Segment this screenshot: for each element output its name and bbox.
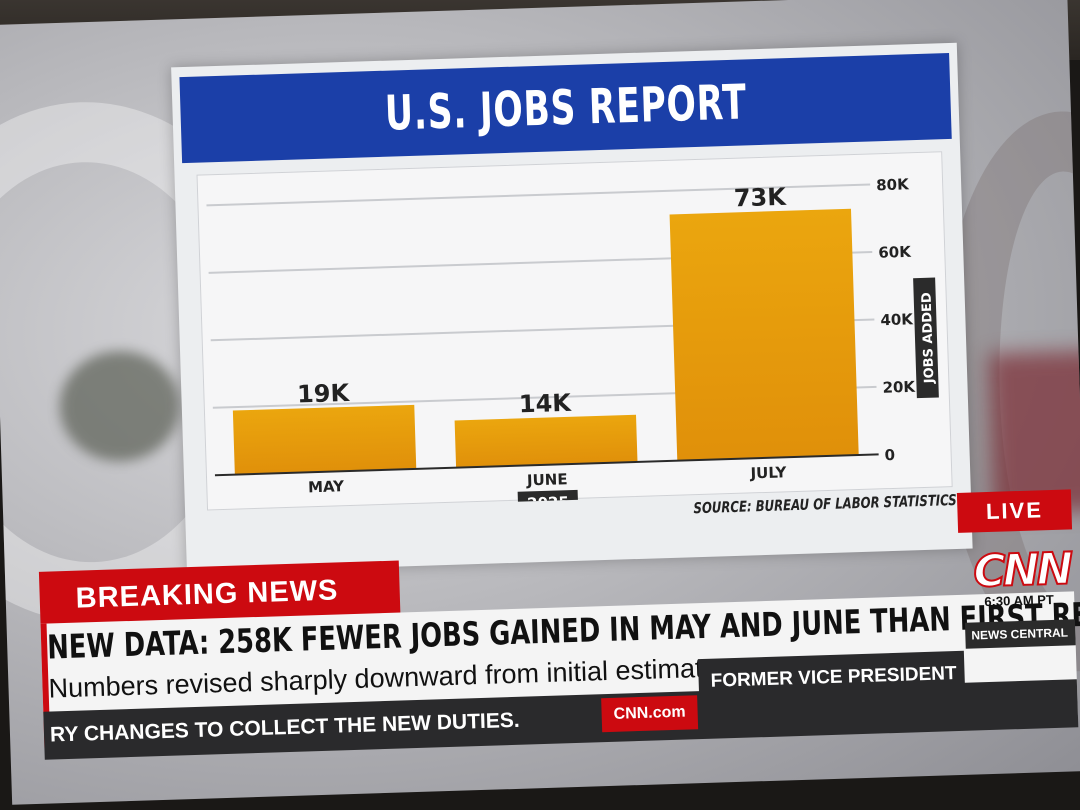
- data-label: 19K: [297, 379, 351, 409]
- bar-chart: 0 20K 40K 60K 80K JOBS ADDED 19K MAY 14K JUNE 73K J…: [206, 175, 939, 512]
- x-axis-label: 2025: [527, 493, 569, 511]
- graphic-title: U.S. JOBS REPORT: [383, 74, 748, 142]
- bar-may: [232, 404, 417, 475]
- jobs-report-graphic: U.S. JOBS REPORT 0 20K 40K 60K 80K JOBS ADDED…: [171, 42, 973, 574]
- gridline: [206, 183, 871, 207]
- cnn-logo: CNN: [972, 542, 1073, 598]
- y-tick-label: 20K: [882, 378, 916, 397]
- data-label: 73K: [733, 183, 787, 213]
- y-tick-label: 60K: [878, 243, 912, 262]
- x-tick-label: MAY: [308, 477, 346, 496]
- y-tick-label: 80K: [876, 175, 910, 194]
- time-display: 6:30 AM PT: [984, 591, 1055, 610]
- x-tick-label: JUNE: [526, 470, 568, 489]
- program-name: NEWS CENTRAL: [964, 619, 1076, 649]
- data-label: 14K: [518, 389, 572, 419]
- x-axis-line: [214, 453, 879, 477]
- cnn-com-badge: CNN.com: [601, 695, 699, 733]
- bar-june: [454, 414, 638, 468]
- y-tick-label: 40K: [880, 310, 914, 329]
- plot-area: 0 20K 40K 60K 80K JOBS ADDED 19K MAY 14K JUNE 73K J…: [196, 151, 953, 512]
- graphic-header: U.S. JOBS REPORT: [179, 52, 952, 164]
- x-tick-label: JULY: [749, 463, 788, 482]
- live-badge: LIVE: [956, 489, 1073, 533]
- y-tick-label: 0: [884, 446, 895, 464]
- svg-text:JOBS ADDED: JOBS ADDED: [920, 292, 938, 385]
- y-axis-label: JOBS ADDED: [913, 277, 939, 399]
- bar-july: [669, 208, 859, 461]
